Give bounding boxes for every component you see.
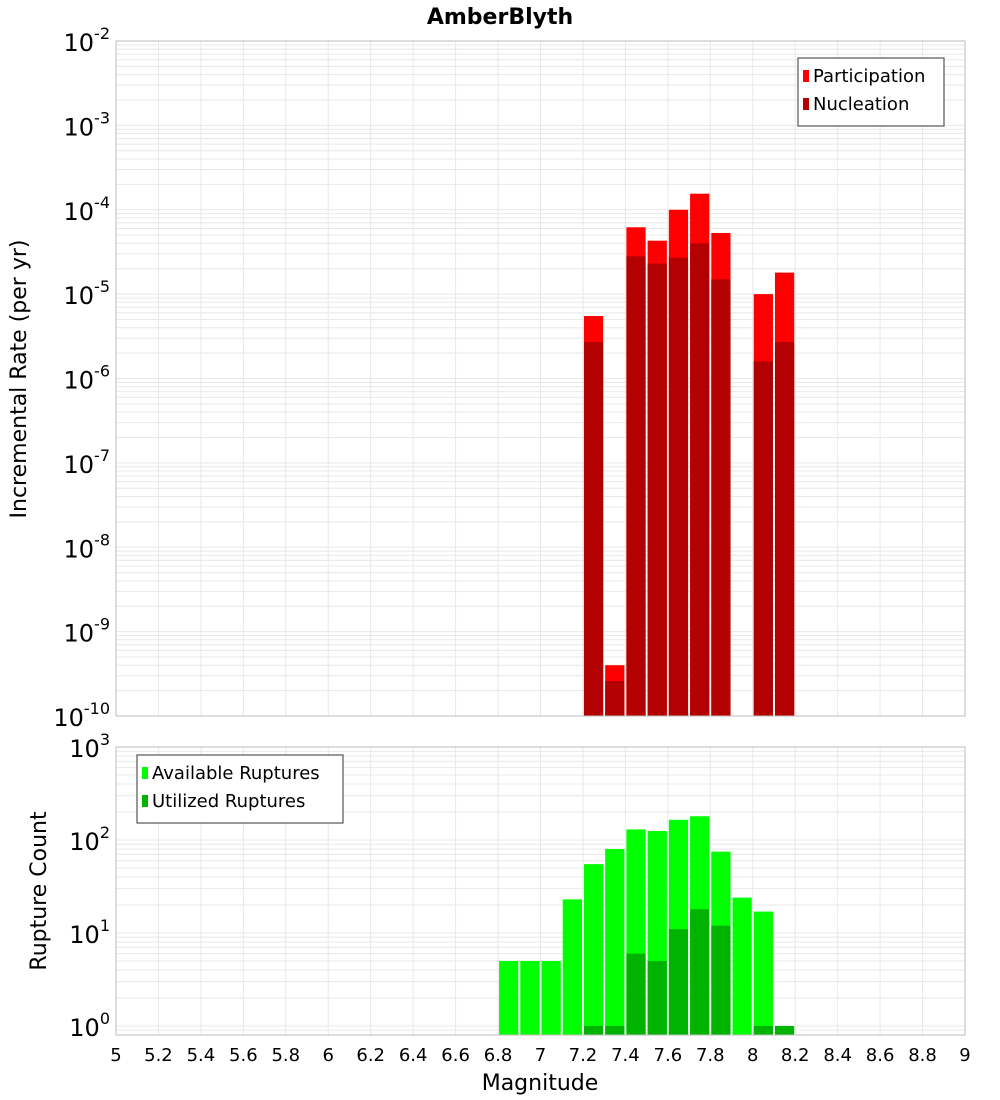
- top-plot-area: 10-2 10-3 10-4 10-5 10-6 10-7 10-8 10-9 10-10: [53, 24, 966, 732]
- bottom-series-1: [583, 909, 795, 1035]
- bar: [690, 909, 710, 1035]
- x-tick-label: 6.6: [441, 1045, 470, 1066]
- bar: [583, 1025, 604, 1035]
- bar: [605, 680, 625, 716]
- x-tick-label: 6: [323, 1045, 334, 1066]
- chart-title: AmberBlyth: [427, 5, 573, 30]
- bar: [583, 864, 604, 1035]
- bar: [583, 342, 604, 716]
- top-y-axis-title: Incremental Rate (per yr): [7, 240, 32, 519]
- bottom-y-tick-label: 100: [69, 1009, 110, 1042]
- top-y-tick-label: 10-7: [64, 446, 111, 479]
- legend-box: [136, 754, 344, 824]
- bar: [732, 897, 752, 1035]
- x-tick-label: 7.4: [611, 1045, 640, 1066]
- top-y-tick-label: 10-4: [64, 193, 111, 226]
- legend-swatch: [803, 70, 809, 82]
- top-y-tick-label: 10-9: [64, 615, 111, 648]
- bar: [647, 263, 667, 716]
- top-plot-frame: [115, 40, 966, 717]
- x-tick-label: 6.8: [484, 1045, 513, 1066]
- x-axis-title: Magnitude: [482, 1071, 599, 1096]
- bar: [626, 256, 646, 716]
- x-tick-label: 7: [535, 1045, 546, 1066]
- bottom-y-tick-label: 103: [69, 730, 110, 763]
- bar: [753, 911, 773, 1035]
- bottom-plot-frame: [115, 746, 966, 1036]
- bar: [562, 899, 582, 1035]
- legend-entry: Available Ruptures: [152, 763, 320, 784]
- legend-box: [797, 57, 945, 127]
- bar: [774, 1025, 795, 1035]
- top-y-tick-label: 10-10: [53, 699, 110, 732]
- x-tick-label: 7.8: [696, 1045, 725, 1066]
- bar: [647, 960, 667, 1035]
- bar: [690, 243, 710, 717]
- x-tick-label: 6.2: [356, 1045, 385, 1066]
- x-tick-label: 5.2: [144, 1045, 173, 1066]
- x-tick-label: 7.2: [569, 1045, 598, 1066]
- x-axis-ticks: 5 5.2 5.4 5.6 5.8 6 6.2 6.4 6.6 6.8 7 7.2 7.4 7.6 7.8 8…: [110, 1045, 970, 1066]
- x-tick-label: 5.8: [271, 1045, 300, 1066]
- x-tick-label: 8.8: [908, 1045, 937, 1066]
- legend-entry: Participation: [813, 66, 925, 87]
- bar: [605, 849, 625, 1035]
- bottom-y-tick-label: 101: [69, 916, 110, 949]
- top-grid: [115, 40, 966, 717]
- legend-swatch: [142, 767, 148, 779]
- legend-entry: Nucleation: [813, 94, 909, 115]
- bar: [711, 925, 731, 1035]
- top-y-tick-label: 10-6: [64, 362, 111, 395]
- x-tick-label: 5.6: [229, 1045, 258, 1066]
- top-legend: Participation Nucleation: [797, 57, 945, 127]
- x-tick-label: 8: [747, 1045, 758, 1066]
- bar: [626, 953, 646, 1035]
- bar: [753, 1025, 773, 1035]
- bottom-y-tick-label: 102: [69, 823, 110, 856]
- x-tick-label: 8.2: [781, 1045, 810, 1066]
- bottom-y-axis-title: Rupture Count: [27, 811, 52, 971]
- bar: [499, 960, 519, 1035]
- bottom-legend: Available Ruptures Utilized Ruptures: [136, 754, 344, 824]
- bar: [753, 361, 773, 716]
- x-tick-label: 8.6: [866, 1045, 895, 1066]
- bar: [711, 279, 731, 716]
- x-tick-label: 5.4: [187, 1045, 216, 1066]
- bar: [668, 257, 689, 716]
- legend-swatch: [142, 795, 148, 807]
- top-y-tick-label: 10-8: [64, 530, 111, 563]
- x-tick-label: 9: [959, 1045, 970, 1066]
- bar: [605, 1025, 625, 1035]
- x-tick-label: 7.6: [654, 1045, 683, 1066]
- legend-swatch: [803, 98, 809, 110]
- bar: [668, 929, 689, 1035]
- bar: [774, 342, 795, 716]
- legend-entry: Utilized Ruptures: [152, 791, 305, 812]
- x-tick-label: 8.4: [823, 1045, 852, 1066]
- top-y-tick-label: 10-3: [64, 108, 111, 141]
- bar: [541, 960, 561, 1035]
- x-tick-label: 6.4: [399, 1045, 428, 1066]
- top-series-1: [583, 243, 795, 717]
- top-y-tick-label: 10-5: [64, 277, 111, 310]
- top-y-tick-label: 10-2: [64, 24, 111, 57]
- bar: [520, 960, 540, 1035]
- x-tick-label: 5: [110, 1045, 121, 1066]
